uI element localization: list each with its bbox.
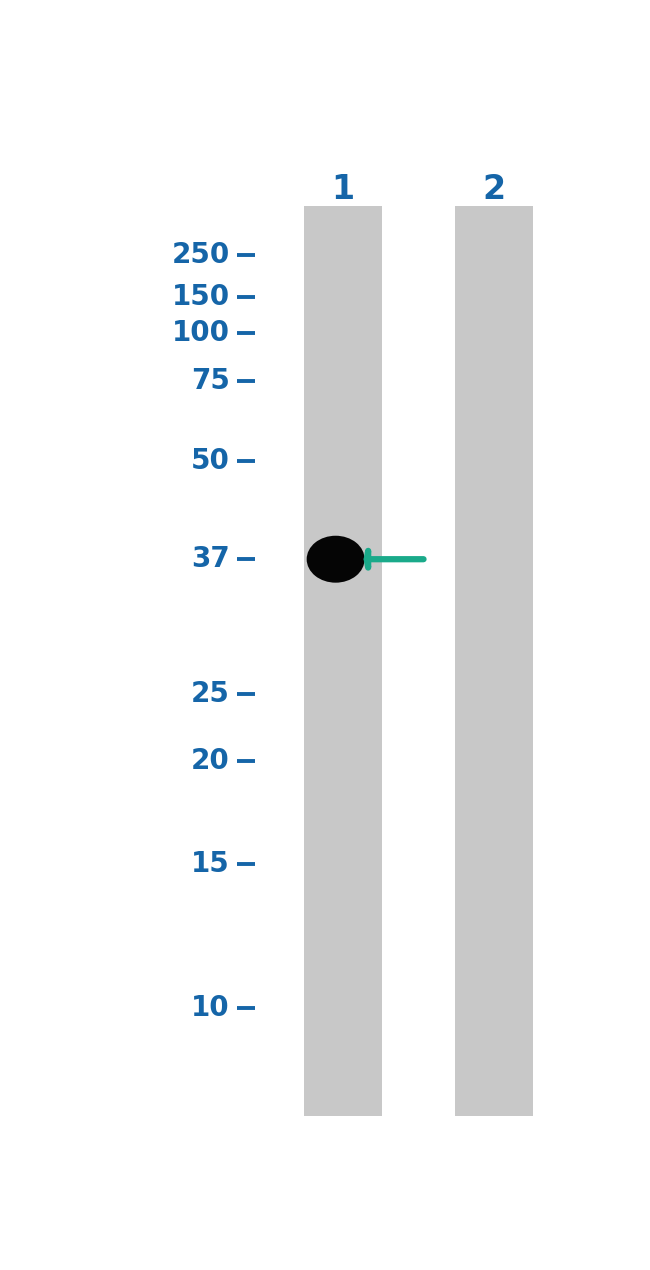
- Text: 75: 75: [191, 367, 230, 395]
- Text: 250: 250: [172, 241, 230, 269]
- Text: 2: 2: [483, 173, 506, 206]
- Text: 37: 37: [191, 545, 230, 573]
- Text: 15: 15: [191, 851, 230, 879]
- Bar: [304, 206, 382, 1115]
- Bar: [455, 206, 534, 1115]
- Text: 1: 1: [332, 173, 355, 206]
- Text: 50: 50: [191, 447, 230, 475]
- Text: 20: 20: [191, 747, 230, 775]
- Text: 100: 100: [172, 319, 230, 347]
- Ellipse shape: [307, 536, 365, 583]
- Text: 150: 150: [172, 283, 230, 311]
- Text: 10: 10: [191, 994, 230, 1022]
- Text: 25: 25: [191, 681, 230, 709]
